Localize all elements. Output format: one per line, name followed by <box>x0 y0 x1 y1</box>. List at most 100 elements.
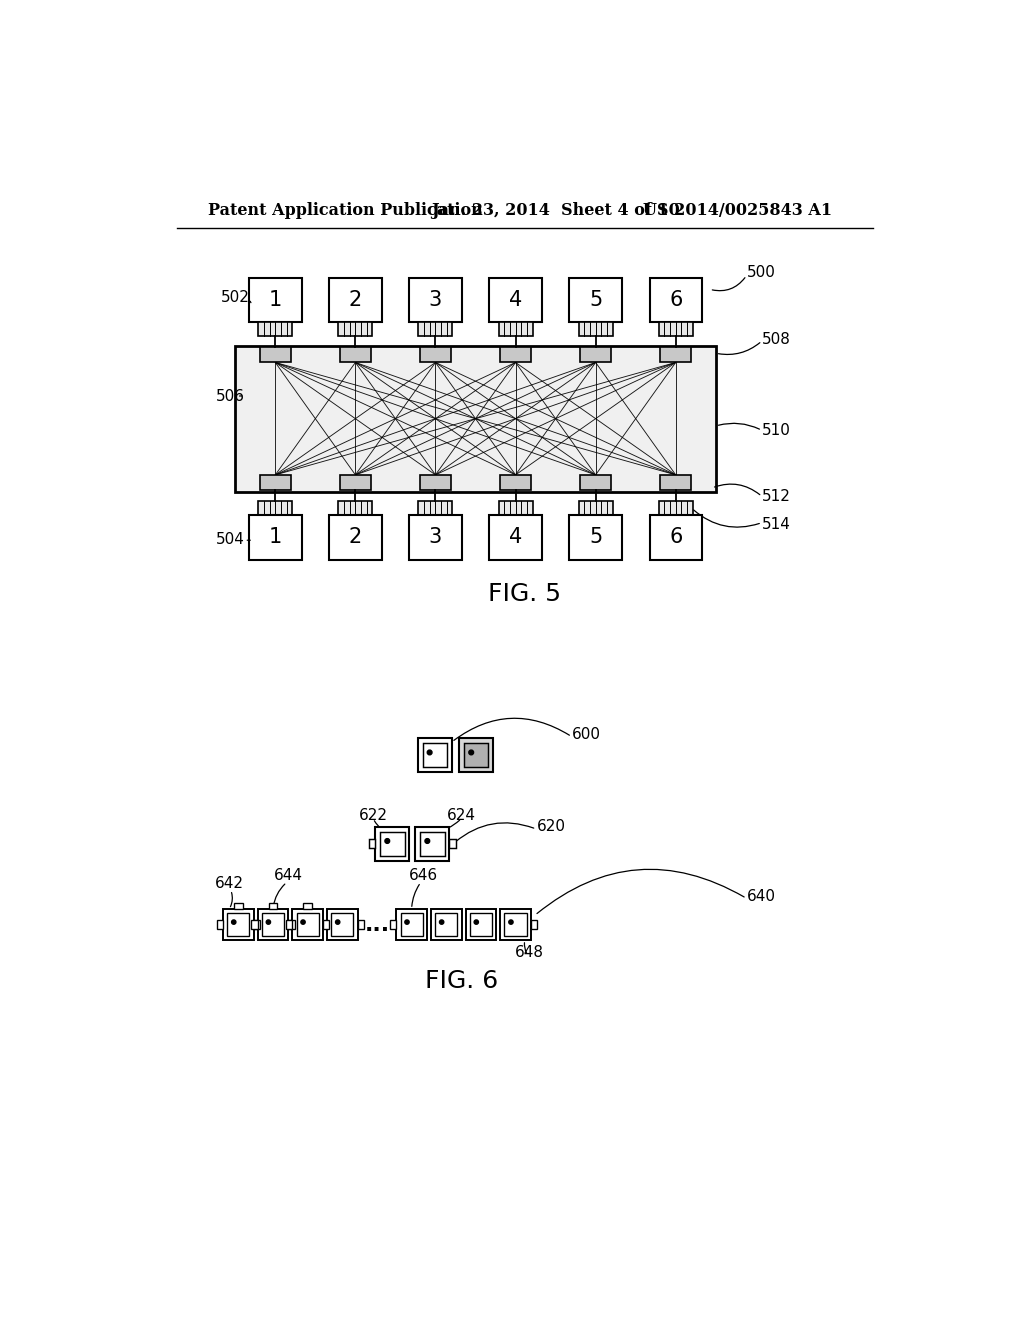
Bar <box>327 909 357 940</box>
Bar <box>410 515 462 560</box>
Bar <box>658 502 693 515</box>
Bar <box>579 502 612 515</box>
Circle shape <box>336 920 340 924</box>
Text: 5: 5 <box>589 527 602 548</box>
Bar <box>435 913 458 936</box>
Bar <box>217 920 223 929</box>
Text: 514: 514 <box>762 516 791 532</box>
Bar <box>658 322 693 337</box>
Text: 620: 620 <box>538 820 566 834</box>
Bar <box>338 502 373 515</box>
Bar <box>258 909 289 940</box>
Text: 2: 2 <box>349 290 362 310</box>
Bar <box>292 909 323 940</box>
Circle shape <box>425 838 430 843</box>
Bar <box>470 913 492 936</box>
Bar <box>410 277 462 322</box>
Text: 600: 600 <box>571 727 601 742</box>
Text: 2: 2 <box>349 527 362 548</box>
Bar <box>649 515 701 560</box>
Bar <box>580 347 611 363</box>
Bar <box>420 347 452 363</box>
Text: 3: 3 <box>429 527 442 548</box>
Bar <box>331 913 353 936</box>
Bar <box>505 913 526 936</box>
Circle shape <box>266 920 270 924</box>
Bar <box>380 832 404 855</box>
Text: Jan. 23, 2014  Sheet 4 of 10: Jan. 23, 2014 Sheet 4 of 10 <box>431 202 680 219</box>
Bar <box>369 840 376 849</box>
Bar <box>660 347 691 363</box>
Circle shape <box>439 920 443 924</box>
Circle shape <box>427 750 432 755</box>
Bar <box>420 832 444 855</box>
Bar <box>396 909 427 940</box>
Text: 648: 648 <box>515 945 544 960</box>
Bar <box>340 347 371 363</box>
Text: FIG. 6: FIG. 6 <box>425 969 499 993</box>
Text: FIG. 5: FIG. 5 <box>488 582 561 606</box>
Text: 4: 4 <box>509 290 522 310</box>
Bar <box>569 277 622 322</box>
Text: 500: 500 <box>746 265 775 280</box>
Bar <box>254 920 260 929</box>
Bar <box>466 909 497 940</box>
Bar <box>416 826 450 861</box>
Bar <box>338 322 373 337</box>
Bar <box>460 738 494 772</box>
Bar <box>418 738 452 772</box>
Text: 512: 512 <box>762 488 791 504</box>
Text: 506: 506 <box>215 389 245 404</box>
Bar <box>340 475 371 490</box>
Bar <box>500 347 531 363</box>
Bar <box>500 475 531 490</box>
Circle shape <box>509 920 513 924</box>
Bar <box>227 913 250 936</box>
Bar <box>262 913 284 936</box>
Text: 624: 624 <box>447 808 476 822</box>
Bar <box>580 475 611 490</box>
Circle shape <box>404 920 410 924</box>
Text: 1: 1 <box>268 527 282 548</box>
Bar <box>330 515 382 560</box>
Circle shape <box>385 838 390 843</box>
Bar <box>376 826 410 861</box>
Text: 640: 640 <box>746 888 775 904</box>
Text: 5: 5 <box>589 290 602 310</box>
Bar <box>531 920 538 929</box>
Bar <box>400 913 423 936</box>
Text: 502: 502 <box>221 289 250 305</box>
Bar <box>489 277 542 322</box>
Bar <box>258 502 292 515</box>
Bar <box>419 502 453 515</box>
Bar <box>260 347 291 363</box>
Text: 1: 1 <box>268 290 282 310</box>
Bar <box>569 515 622 560</box>
Bar <box>579 322 612 337</box>
Bar <box>423 743 446 767</box>
Bar <box>260 475 291 490</box>
Bar <box>499 322 532 337</box>
Bar <box>431 909 462 940</box>
Bar <box>268 903 278 909</box>
Text: Patent Application Publication: Patent Application Publication <box>208 202 482 219</box>
Bar <box>390 920 396 929</box>
Text: 6: 6 <box>669 527 682 548</box>
Bar <box>303 903 312 909</box>
Bar <box>489 515 542 560</box>
Circle shape <box>469 750 473 755</box>
Text: US 2014/0025843 A1: US 2014/0025843 A1 <box>643 202 831 219</box>
Bar <box>258 322 292 337</box>
Bar <box>464 743 488 767</box>
Bar <box>236 346 716 492</box>
Text: 510: 510 <box>762 422 791 438</box>
Circle shape <box>301 920 305 924</box>
Bar <box>223 909 254 940</box>
Text: 4: 4 <box>509 527 522 548</box>
Bar <box>234 903 243 909</box>
Bar <box>249 515 301 560</box>
Bar <box>420 475 452 490</box>
Text: 3: 3 <box>429 290 442 310</box>
Bar <box>330 277 382 322</box>
Bar <box>323 920 330 929</box>
